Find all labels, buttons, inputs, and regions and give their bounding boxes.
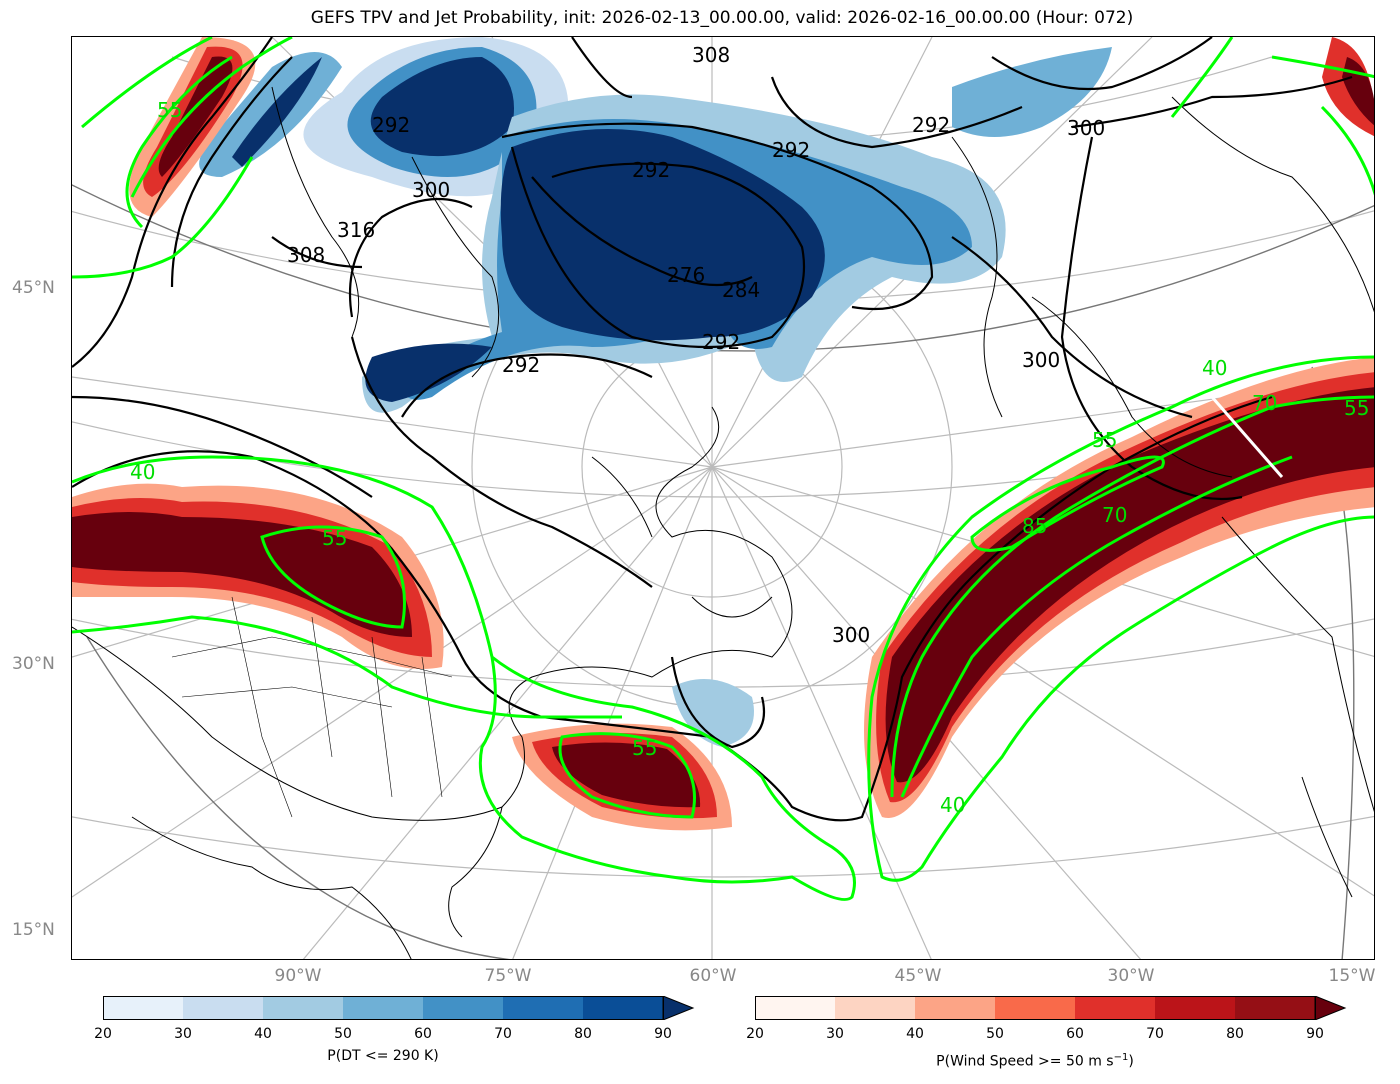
jet-label-end: ) <box>1128 1053 1134 1070</box>
tpv-colorbar-swatch <box>423 996 504 1020</box>
theta-label: 300 <box>832 623 870 647</box>
jet-label: 40 <box>130 460 155 484</box>
jet-colorbar-tick: 80 <box>1226 1026 1244 1042</box>
jet-label: 70 <box>1102 503 1127 527</box>
jet-label: 55 <box>322 526 347 550</box>
theta-label: 308 <box>692 43 730 67</box>
jet-colorbar-tick: 50 <box>986 1026 1004 1042</box>
theta-label: 292 <box>502 353 540 377</box>
jet-colorbar-swatch <box>1075 996 1156 1020</box>
jet-colorbar-label: P(Wind Speed >= 50 m s−1) <box>936 1052 1134 1070</box>
jet-label: 40 <box>1202 356 1227 380</box>
tpv-colorbar-label: P(DT <= 290 K) <box>327 1048 439 1064</box>
theta-contour-labels: 308 292 300 292 316 308 292 292 300 292 … <box>287 43 1105 647</box>
jet-label-sup: −1 <box>1113 1052 1129 1063</box>
lon-label-45w: 45°W <box>894 966 942 986</box>
map-title: GEFS TPV and Jet Probability, init: 2026… <box>310 8 1134 28</box>
data-seam <box>1210 396 1284 478</box>
lon-label-15w: 15°W <box>1328 966 1376 986</box>
tpv-colorbar-swatch <box>263 996 344 1020</box>
jet-contour-labels: 55 40 55 55 40 70 55 85 70 40 55 <box>130 98 1369 817</box>
theta-label: 300 <box>1067 116 1105 140</box>
jet-colorbar-swatch <box>995 996 1076 1020</box>
jet-label: 55 <box>1092 428 1117 452</box>
tpv-colorbar-tick: 60 <box>414 1026 432 1042</box>
map-panel[interactable]: 308 292 300 292 316 308 292 292 300 292 … <box>71 36 1375 960</box>
tpv-colorbar-tick: 70 <box>494 1026 512 1042</box>
theta-label: 284 <box>722 278 760 302</box>
tpv-colorbar-swatch <box>343 996 424 1020</box>
theta-label: 292 <box>912 113 950 137</box>
jet-colorbar-swatch <box>1155 996 1236 1020</box>
jet-label: 55 <box>632 736 657 760</box>
jet-colorbar-tick: 90 <box>1306 1026 1324 1042</box>
jet-colorbar-tick: 20 <box>746 1026 764 1042</box>
jet-label: 40 <box>940 793 965 817</box>
tpv-colorbar-swatch <box>103 996 184 1020</box>
theta-label: 300 <box>1022 348 1060 372</box>
jet-colorbar-swatch <box>835 996 916 1020</box>
lon-label-90w: 90°W <box>274 966 322 986</box>
jet-colorbar-tick: 30 <box>826 1026 844 1042</box>
lat-label-30n: 30°N <box>12 654 55 674</box>
jet-colorbar-tick: 70 <box>1146 1026 1164 1042</box>
tpv-colorbar-tick: 90 <box>654 1026 672 1042</box>
tpv-colorbar <box>103 995 703 1021</box>
tpv-colorbar-tick: 50 <box>334 1026 352 1042</box>
jet-colorbar <box>755 995 1355 1021</box>
jet-label: 55 <box>157 98 182 122</box>
lat-label-45n: 45°N <box>12 278 55 298</box>
lon-label-30w: 30°W <box>1107 966 1155 986</box>
lon-label-60w: 60°W <box>689 966 737 986</box>
theta-label: 300 <box>412 178 450 202</box>
theta-label: 276 <box>667 263 705 287</box>
jet-label: 55 <box>1344 396 1369 420</box>
tpv-colorbar-tick: 40 <box>254 1026 272 1042</box>
jet-colorbar-swatch <box>1235 996 1316 1020</box>
graticule <box>72 37 1374 959</box>
jet-colorbar-tick: 40 <box>906 1026 924 1042</box>
lon-label-75w: 75°W <box>484 966 532 986</box>
jet-colorbar-swatch <box>755 996 836 1020</box>
tpv-colorbar-tick: 30 <box>174 1026 192 1042</box>
theta-contours <box>72 37 1353 822</box>
map-canvas: 308 292 300 292 316 308 292 292 300 292 … <box>72 37 1374 959</box>
theta-label: 308 <box>287 243 325 267</box>
tpv-colorbar-swatch <box>183 996 264 1020</box>
theta-label: 292 <box>772 138 810 162</box>
theta-label: 292 <box>702 330 740 354</box>
jet-label: 70 <box>1252 391 1277 415</box>
jet-label: 85 <box>1022 514 1047 538</box>
tpv-colorbar-tick: 80 <box>574 1026 592 1042</box>
jet-colorbar-svg <box>755 995 1347 1021</box>
jet-label-main: P(Wind Speed >= 50 m s <box>936 1053 1114 1070</box>
tpv-colorbar-swatch <box>503 996 584 1020</box>
lat-label-15n: 15°N <box>12 920 55 940</box>
jet-colorbar-tick: 60 <box>1066 1026 1084 1042</box>
jet-colorbar-swatch <box>915 996 996 1020</box>
tpv-colorbar-tick: 20 <box>94 1026 112 1042</box>
theta-label: 292 <box>372 113 410 137</box>
theta-label: 292 <box>632 158 670 182</box>
tpv-colorbar-svg <box>103 995 695 1021</box>
tpv-colorbar-swatch <box>583 996 664 1020</box>
theta-label: 316 <box>337 218 375 242</box>
jet-contours <box>72 37 1374 901</box>
